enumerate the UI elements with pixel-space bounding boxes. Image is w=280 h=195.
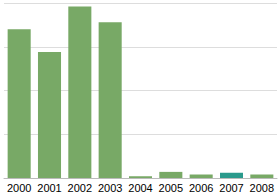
svg-text:2003: 2003 (98, 182, 122, 194)
svg-text:2004: 2004 (128, 182, 152, 194)
svg-text:2002: 2002 (68, 182, 92, 194)
svg-text:2007: 2007 (219, 182, 243, 194)
svg-text:2006: 2006 (189, 182, 213, 194)
svg-text:2000: 2000 (7, 182, 31, 194)
svg-text:2008: 2008 (250, 182, 274, 194)
svg-text:2001: 2001 (37, 182, 61, 194)
svg-text:2005: 2005 (159, 182, 183, 194)
